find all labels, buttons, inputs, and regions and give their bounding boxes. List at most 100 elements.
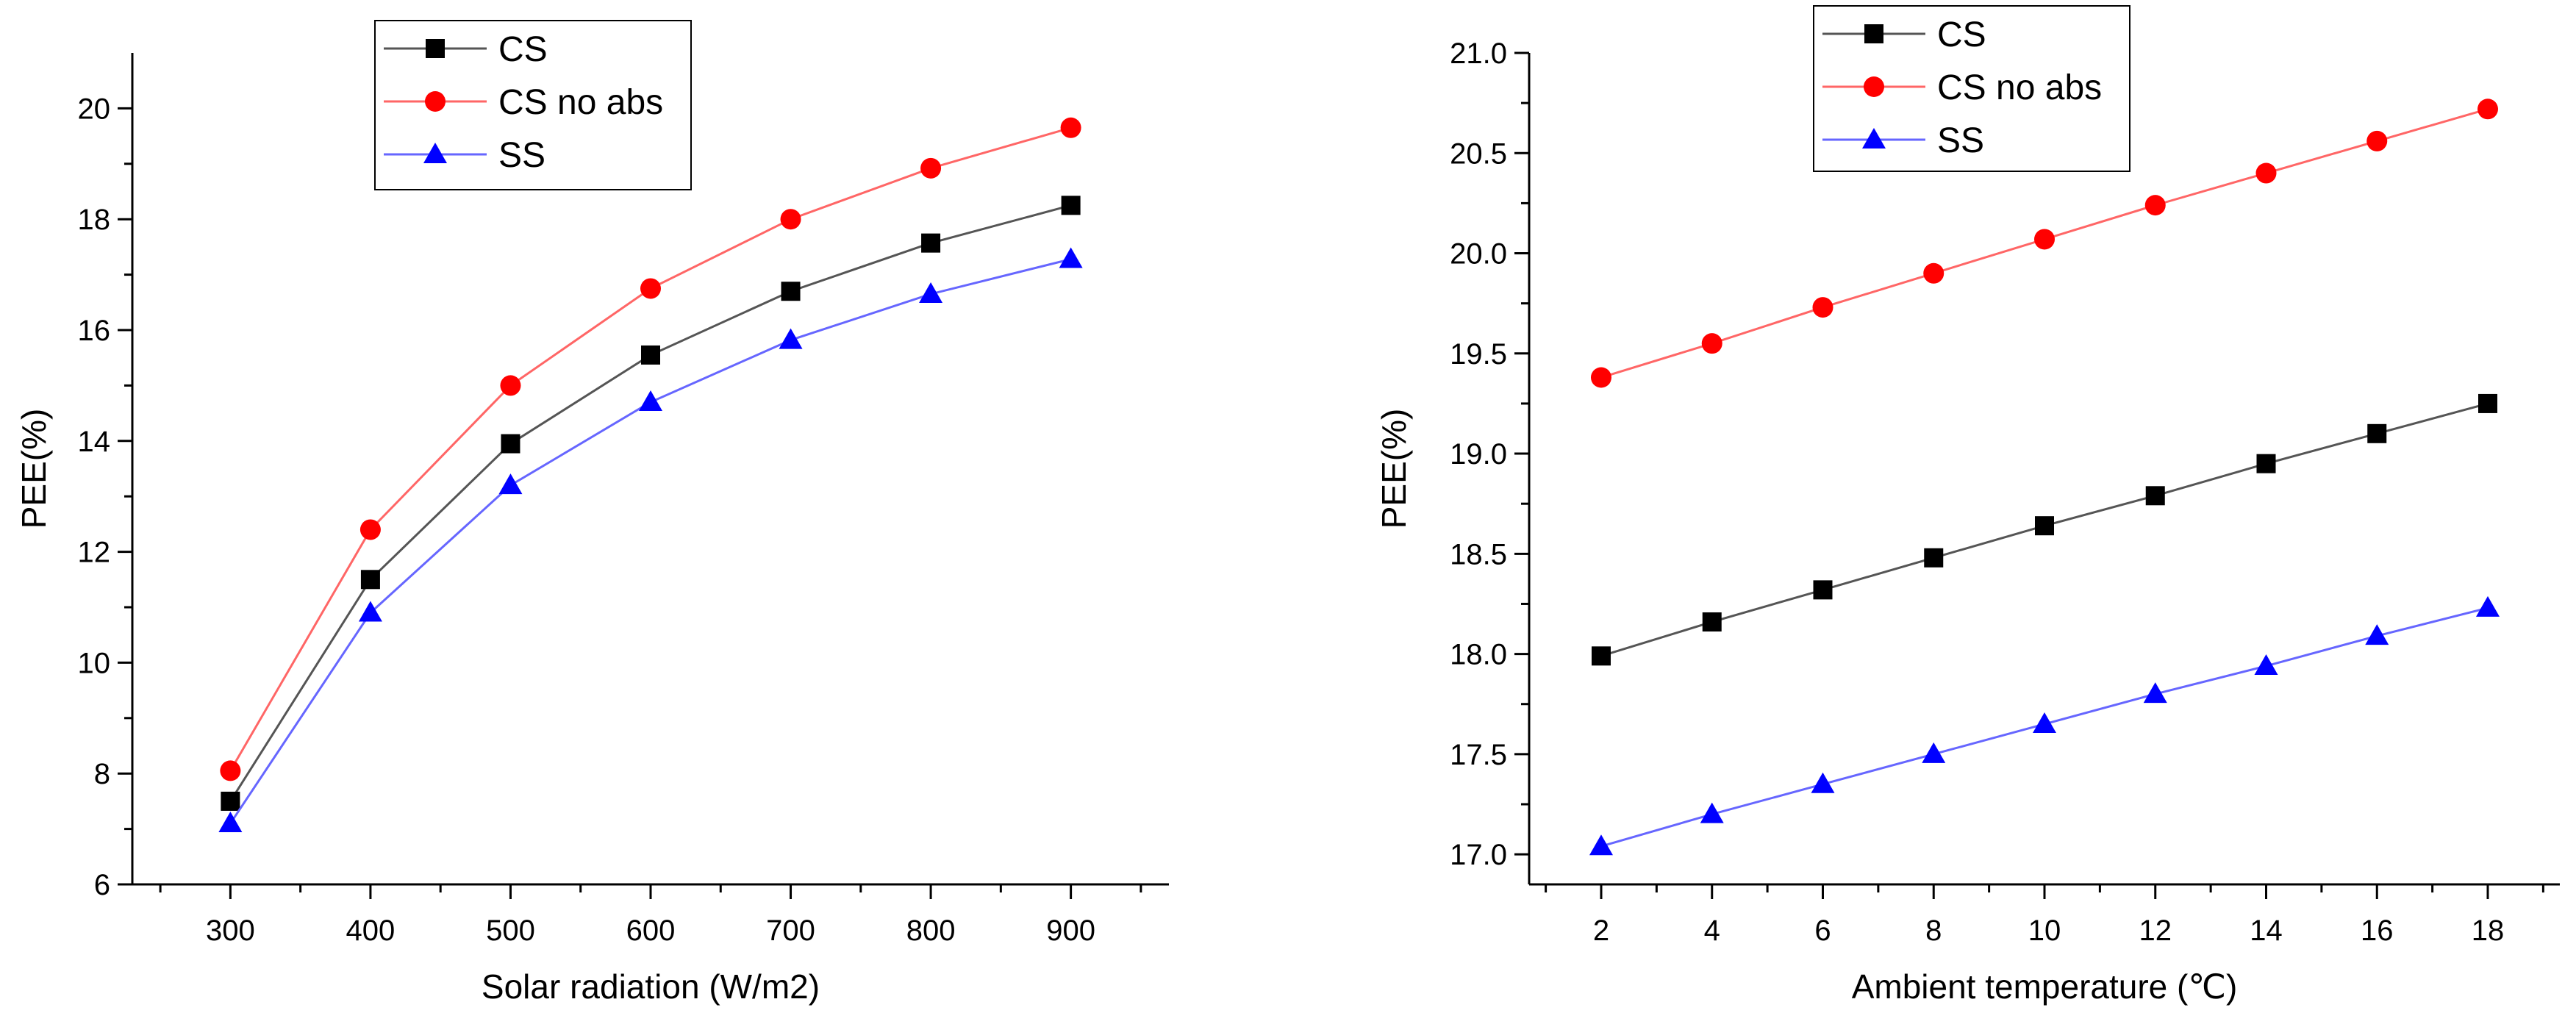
left-series-ss-point: [919, 282, 943, 303]
left-x-tick-label: 300: [206, 915, 255, 947]
right-series-cs-point: [1924, 548, 1944, 568]
right-legend-marker: [1864, 76, 1884, 97]
right-series-ss-point: [1700, 802, 1724, 823]
right-y-tick-label: 17.5: [1450, 739, 1507, 771]
right-series-ss-point: [1922, 742, 1946, 763]
right-series-ss-point: [2476, 595, 2500, 617]
left-series-ss-point: [1059, 247, 1083, 268]
left-series-cs-no-abs-point: [500, 375, 521, 396]
right-legend-label: SS: [1937, 121, 1984, 160]
right-x-tick-label: 14: [2250, 915, 2283, 947]
left-series-cs-point: [360, 570, 380, 590]
left-x-tick-label: 400: [346, 915, 396, 947]
right-x-tick-label: 12: [2139, 915, 2172, 947]
right-series-cs-point: [1591, 646, 1611, 666]
left-y-tick-label: 16: [78, 315, 111, 347]
left-series-ss-line: [229, 258, 1071, 824]
left-series-cs-no-abs-point: [780, 209, 801, 230]
left-x-tick-label: 900: [1046, 915, 1095, 947]
left-y-tick-label: 6: [94, 869, 110, 901]
left-series-ss-point: [358, 601, 382, 622]
right-series-cs-no-abs-point: [1923, 262, 1944, 284]
left-series-cs-point: [921, 233, 941, 253]
right-y-tick-label: 17.0: [1450, 839, 1507, 871]
left-x-tick-label: 600: [626, 915, 676, 947]
left-series-cs-no-abs-line: [229, 126, 1072, 772]
right-y-tick-label: 18.5: [1450, 538, 1507, 570]
left-legend-label: SS: [498, 136, 545, 175]
left-y-tick-label: 10: [78, 647, 111, 679]
right-series-ss-point: [2365, 624, 2389, 645]
right-y-tick-label: 18.0: [1450, 639, 1507, 671]
right-x-axis-label: Ambient temperature (℃): [1852, 967, 2238, 1006]
right-x-tick-label: 8: [1925, 915, 1942, 947]
right-series-cs-no-abs-point: [2144, 195, 2166, 216]
right-series-cs-point: [2367, 423, 2387, 443]
right-y-tick-label: 21.0: [1450, 37, 1507, 70]
right-x-tick-label: 6: [1814, 915, 1831, 947]
left-series-cs-no-abs-point: [220, 760, 241, 781]
left-series-cs-no-abs-point: [640, 278, 661, 299]
right-series-cs-point: [1702, 612, 1722, 631]
right-chart: 2 4 6 8 10 12 14 16 18 17.0 17.5 18.0 18.5 19.0 19.5 20…: [1375, 5, 2560, 1006]
right-legend-label: CS: [1937, 15, 1986, 54]
left-series-cs-point: [221, 791, 240, 811]
right-series-cs-point: [1813, 580, 1833, 600]
left-x-tick-label: 700: [766, 915, 815, 947]
right-series-cs-point: [2478, 393, 2498, 413]
right-legend-label: CS no abs: [1937, 68, 2102, 107]
left-series-ss-point: [218, 812, 243, 833]
right-x-tick-label: 16: [2361, 915, 2394, 947]
right-series-cs-no-abs-point: [1812, 297, 1833, 318]
right-x-tick-label: 10: [2028, 915, 2061, 947]
right-y-tick-label: 19.5: [1450, 338, 1507, 371]
left-y-tick-label: 14: [78, 426, 111, 458]
right-y-tick-label: 20.0: [1450, 238, 1507, 271]
left-chart: 300 400 500 600 700 800 900 6 8 10 12 14 16 18 20 Solar…: [15, 20, 1169, 1006]
right-series-ss-point: [2143, 682, 2167, 704]
right-series-ss-point: [2033, 712, 2056, 733]
left-y-tick-label: 8: [94, 758, 110, 790]
right-series-cs-no-abs-point: [2477, 99, 2499, 120]
left-series-ss-point: [639, 390, 662, 412]
left-series-ss-point: [779, 328, 803, 349]
left-legend-marker: [423, 143, 447, 163]
left-series-cs-point: [781, 282, 801, 301]
left-legend-marker: [426, 39, 445, 58]
left-series-ss-point: [498, 473, 523, 495]
right-series-cs-no-abs-point: [2366, 130, 2388, 151]
right-series-ss-point: [1589, 834, 1613, 856]
right-legend-marker: [1864, 24, 1883, 43]
right-series-cs-no-abs-point: [2034, 229, 2055, 250]
left-series-cs-no-abs-point: [1060, 117, 1081, 138]
right-x-tick-label: 4: [1704, 915, 1720, 947]
right-y-axis-label: PEE(%): [1375, 409, 1413, 529]
right-series-cs-point: [2035, 516, 2054, 536]
right-series-cs-no-abs-point: [1701, 333, 1722, 354]
right-series-cs-no-abs-point: [1590, 367, 1611, 388]
right-series-cs-no-abs-point: [2255, 162, 2277, 184]
left-series-cs-point: [501, 434, 520, 454]
left-series-cs-point: [641, 345, 660, 365]
left-legend-label: CS no abs: [498, 83, 663, 122]
right-series-ss-point: [2254, 654, 2278, 675]
left-legend-label: CS: [498, 30, 548, 69]
right-x-tick-label: 2: [1593, 915, 1609, 947]
left-series-cs-no-abs-point: [920, 157, 942, 179]
left-x-tick-label: 500: [486, 915, 535, 947]
left-series-cs-no-abs-point: [359, 519, 381, 540]
left-y-tick-label: 18: [78, 204, 111, 236]
left-x-axis-label: Solar radiation (W/m2): [482, 967, 820, 1006]
right-legend-marker: [1862, 128, 1886, 148]
right-x-tick-label: 18: [2472, 915, 2505, 947]
left-series-cs-point: [1061, 196, 1081, 215]
right-series-cs-point: [2145, 486, 2165, 506]
right-series-ss-point: [1811, 772, 1835, 793]
left-y-tick-label: 12: [78, 537, 111, 569]
left-y-tick-label: 20: [78, 93, 111, 125]
left-y-axis-label: PEE(%): [15, 409, 53, 529]
right-y-tick-label: 19.0: [1450, 438, 1507, 470]
right-series-cs-point: [2256, 454, 2276, 473]
left-x-tick-label: 800: [906, 915, 956, 947]
